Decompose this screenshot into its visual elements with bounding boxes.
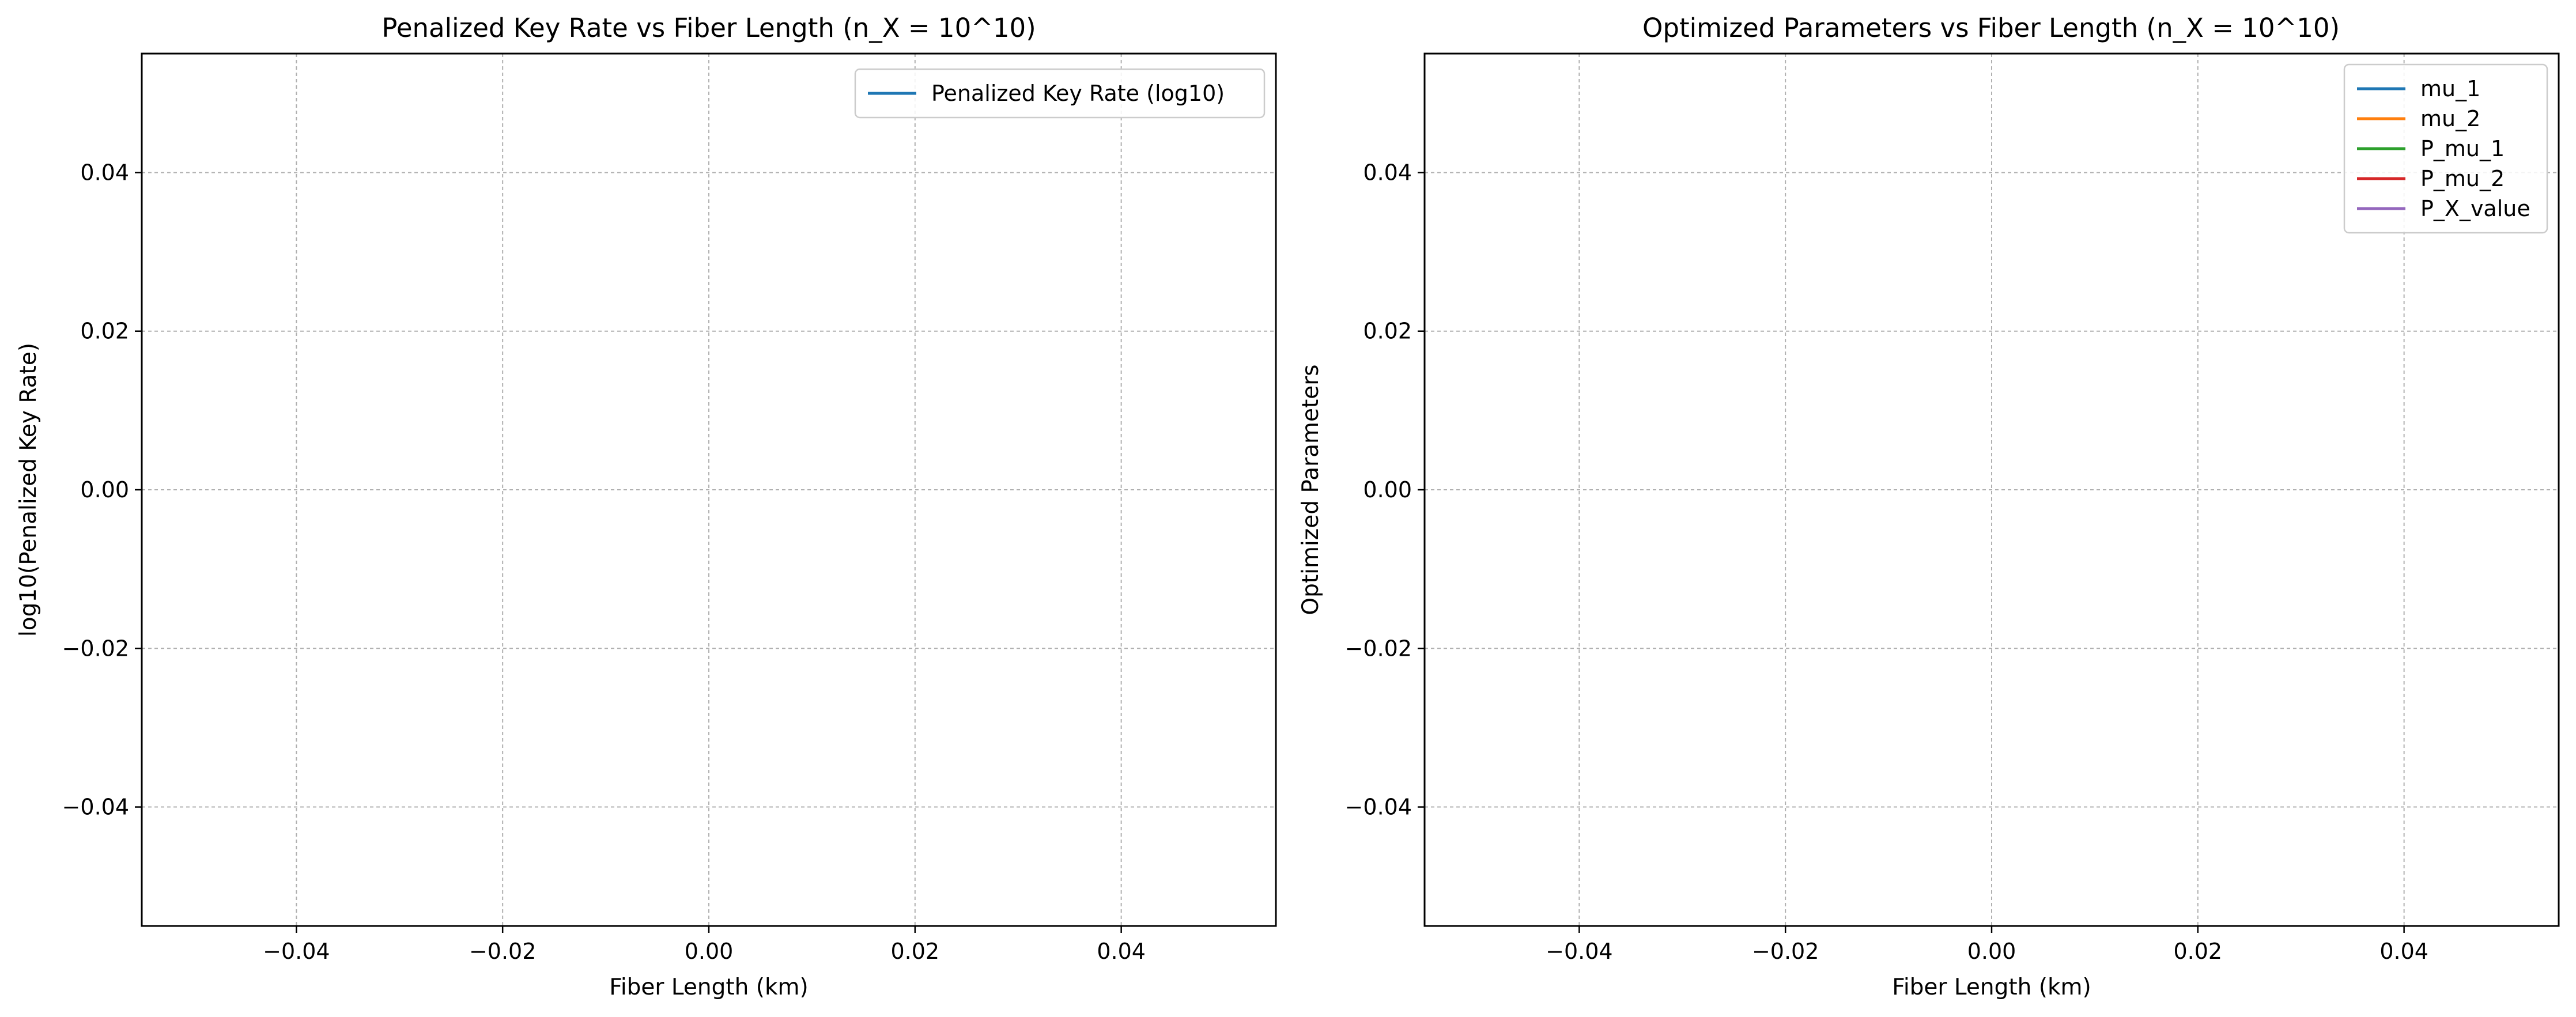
y-axis-label: log10(Penalized Key Rate) <box>16 343 41 637</box>
chart-title: Penalized Key Rate vs Fiber Length (n_X … <box>382 13 1036 43</box>
subplot-key-rate: Penalized Key Rate vs Fiber Length (n_X … <box>16 13 1277 1000</box>
legend-entry: mu_1 <box>2420 76 2480 101</box>
legend-entry: P_mu_1 <box>2420 136 2505 161</box>
y-tick-label: 0.04 <box>1363 160 1412 185</box>
legend-entry: mu_2 <box>2420 106 2480 131</box>
legend-entry: P_X_value <box>2420 196 2530 221</box>
y-axis: −0.04 −0.02 0.00 0.02 0.04 <box>62 160 142 820</box>
legend-box <box>2343 63 2548 234</box>
legend-entry: Penalized Key Rate (log10) <box>931 81 1225 106</box>
legend: Penalized Key Rate (log10) <box>854 68 1266 119</box>
x-tick-label: −0.04 <box>1546 939 1612 964</box>
y-tick-label: −0.02 <box>62 636 129 661</box>
x-tick-label: 0.04 <box>1097 939 1146 964</box>
legend: mu_1 mu_2 P_mu_1 P_mu_2 P_X_value <box>2343 63 2548 234</box>
chart-title: Optimized Parameters vs Fiber Length (n_… <box>1642 13 2340 43</box>
y-tick-label: −0.02 <box>1345 636 1412 661</box>
x-axis-label: Fiber Length (km) <box>609 974 809 1000</box>
y-tick-label: 0.00 <box>80 477 129 502</box>
y-axis-label: Optimized Parameters <box>1298 364 1324 615</box>
legend-box <box>854 68 1266 119</box>
y-tick-label: 0.04 <box>80 160 129 185</box>
y-tick-label: 0.00 <box>1363 477 1412 502</box>
x-tick-label: 0.02 <box>891 939 940 964</box>
x-tick-label: −0.02 <box>469 939 536 964</box>
x-axis: −0.04 −0.02 0.00 0.02 0.04 <box>263 926 1146 964</box>
x-tick-label: −0.02 <box>1752 939 1819 964</box>
y-tick-label: 0.02 <box>80 319 129 344</box>
subplot-parameters: Optimized Parameters vs Fiber Length (n_… <box>1298 13 2560 1000</box>
x-tick-label: 0.04 <box>2379 939 2428 964</box>
grid-lines <box>142 54 1276 926</box>
y-tick-label: 0.02 <box>1363 319 1412 344</box>
x-axis: −0.04 −0.02 0.00 0.02 0.04 <box>1546 926 2428 964</box>
x-tick-label: 0.00 <box>685 939 734 964</box>
y-tick-label: −0.04 <box>1345 795 1412 820</box>
x-tick-label: 0.02 <box>2174 939 2223 964</box>
x-tick-label: −0.04 <box>263 939 330 964</box>
y-axis: −0.04 −0.02 0.00 0.02 0.04 <box>1345 160 1425 820</box>
x-tick-label: 0.00 <box>1967 939 2016 964</box>
y-tick-label: −0.04 <box>62 795 129 820</box>
x-axis-label: Fiber Length (km) <box>1892 974 2091 1000</box>
legend-entry: P_mu_2 <box>2420 166 2505 191</box>
